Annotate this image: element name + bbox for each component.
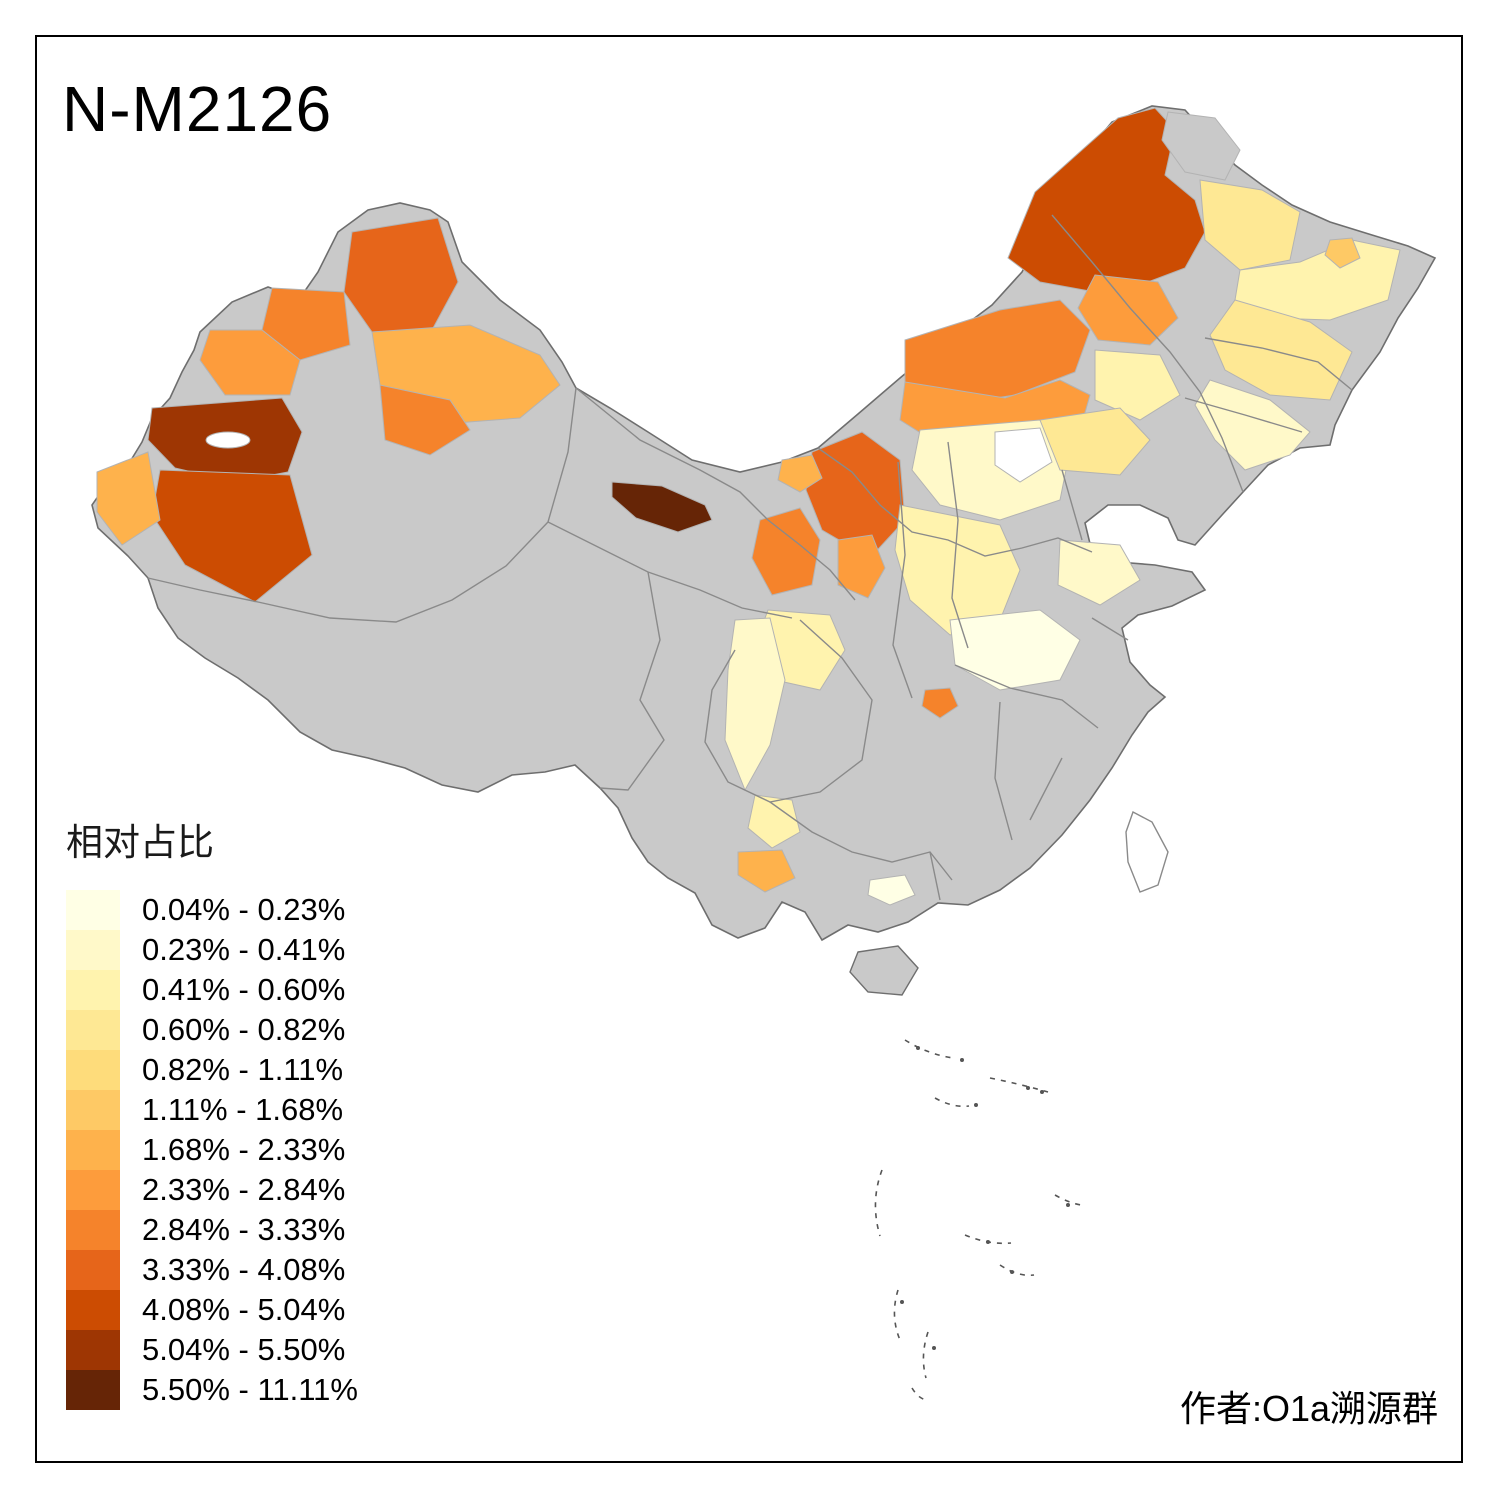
map-region-patch	[751, 507, 821, 596]
map-region-patch	[921, 687, 959, 719]
legend-item: 5.04% - 5.50%	[66, 1330, 358, 1370]
south-china-sea-islands	[874, 1039, 1082, 1401]
legend-swatch	[66, 1290, 120, 1330]
map-region-patch	[379, 384, 471, 456]
legend-label: 5.50% - 11.11%	[142, 1372, 358, 1407]
legend-swatch	[66, 1170, 120, 1210]
legend-label: 4.08% - 5.04%	[142, 1292, 346, 1327]
lake-shape	[205, 431, 251, 449]
map-region-patch	[837, 534, 886, 599]
legend-label: 1.68% - 2.33%	[142, 1132, 346, 1167]
legend-label: 0.41% - 0.60%	[142, 972, 346, 1007]
legend-swatch	[66, 970, 120, 1010]
legend-swatch	[66, 1210, 120, 1250]
map-region-patch	[867, 874, 916, 906]
south-china-sea-dots	[900, 1046, 1070, 1350]
legend-label: 3.33% - 4.08%	[142, 1252, 346, 1287]
legend-label: 0.23% - 0.41%	[142, 932, 346, 967]
legend-swatch	[66, 930, 120, 970]
map-region-patch	[96, 451, 161, 546]
legend-item: 0.23% - 0.41%	[66, 930, 358, 970]
map-region-patch	[611, 481, 713, 533]
map-region-patch	[737, 849, 796, 893]
taiwan-island	[1125, 811, 1169, 893]
legend-label: 1.11% - 1.68%	[142, 1092, 344, 1127]
map-region-patch	[1039, 407, 1151, 476]
legend-title: 相对占比	[66, 822, 214, 863]
legend-swatch	[66, 1130, 120, 1170]
map-region-patch	[777, 454, 823, 493]
legend-label: 0.82% - 1.11%	[142, 1052, 344, 1087]
legend: 相对占比 0.04% - 0.23% 0.23% - 0.41% 0.41% - 0…	[66, 812, 358, 1410]
map-region-patch-nodata	[1161, 111, 1241, 181]
legend-item: 2.33% - 2.84%	[66, 1170, 358, 1210]
map-region-patch	[1324, 237, 1361, 269]
legend-swatch	[66, 1250, 120, 1290]
legend-item: 0.04% - 0.23%	[66, 890, 358, 930]
map-region-patch	[1077, 274, 1179, 346]
map-region-patch	[1209, 299, 1353, 401]
hainan-island	[849, 945, 919, 996]
legend-label: 2.84% - 3.33%	[142, 1212, 346, 1247]
legend-label: 5.04% - 5.50%	[142, 1332, 346, 1367]
choropleth-patches	[96, 107, 1401, 906]
legend-swatch	[66, 1090, 120, 1130]
legend-item: 0.41% - 0.60%	[66, 970, 358, 1010]
legend-label: 0.04% - 0.23%	[142, 892, 346, 927]
map-region-patch	[805, 431, 906, 559]
map-region-patch	[724, 617, 786, 792]
map-region-patch-white	[994, 427, 1053, 483]
legend-swatch	[66, 1050, 120, 1090]
legend-item: 0.60% - 0.82%	[66, 1010, 358, 1050]
map-region-patch	[1094, 349, 1181, 421]
map-region-patch	[1199, 179, 1301, 271]
map-region-patch	[1057, 539, 1141, 606]
province-borders	[147, 214, 1353, 901]
legend-label: 2.33% - 2.84%	[142, 1172, 346, 1207]
legend-swatch	[66, 1330, 120, 1370]
legend-item: 4.08% - 5.04%	[66, 1290, 358, 1330]
legend-item: 5.50% - 11.11%	[66, 1370, 358, 1410]
legend-rows: 0.04% - 0.23% 0.23% - 0.41% 0.41% - 0.60% 0…	[66, 890, 358, 1410]
legend-item: 2.84% - 3.33%	[66, 1210, 358, 1250]
legend-swatch	[66, 1370, 120, 1410]
legend-swatch	[66, 1010, 120, 1050]
legend-swatch	[66, 890, 120, 930]
map-region-patch	[199, 329, 301, 396]
legend-label: 0.60% - 0.82%	[142, 1012, 346, 1047]
attribution-text: 作者:O1a溯源群	[1179, 1388, 1438, 1429]
map-region-patch	[261, 287, 351, 361]
legend-item: 0.82% - 1.11%	[66, 1050, 358, 1090]
legend-item: 1.68% - 2.33%	[66, 1130, 358, 1170]
china-choropleth-map	[91, 105, 1437, 1401]
map-region-patch	[1194, 379, 1311, 471]
legend-item: 1.11% - 1.68%	[66, 1090, 358, 1130]
legend-item: 3.33% - 4.08%	[66, 1250, 358, 1290]
page-title: N-M2126	[62, 73, 333, 145]
